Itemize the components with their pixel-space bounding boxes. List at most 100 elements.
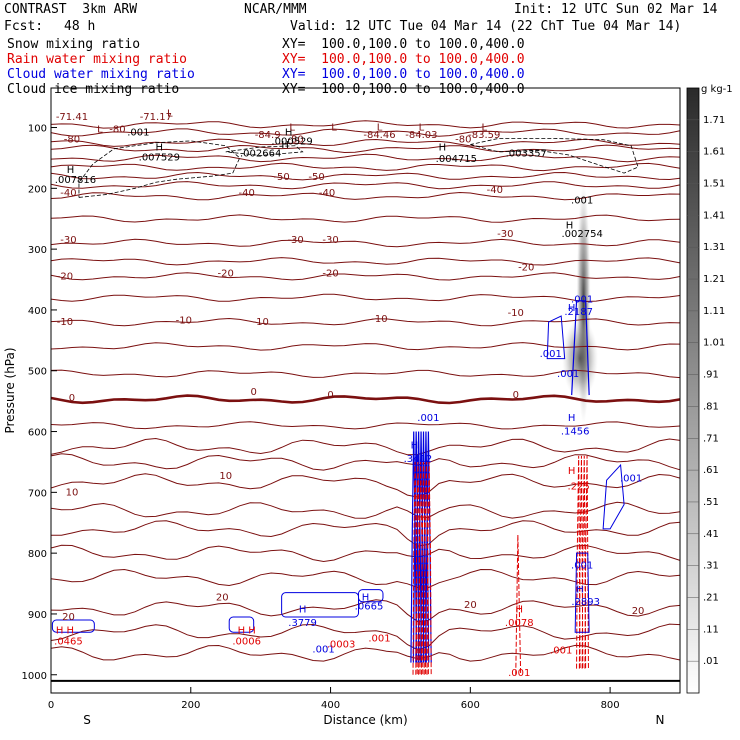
isotherm-150 xyxy=(50,153,681,163)
contour-label: L xyxy=(289,123,295,134)
contour-label: .007529 xyxy=(139,152,180,163)
contour-label: H xyxy=(576,585,584,596)
colorbar-label: .81 xyxy=(703,401,719,412)
contour-label: 10 xyxy=(219,471,232,482)
contour-label: L xyxy=(482,123,488,134)
contour-label: H xyxy=(568,303,576,314)
rain-isolated-contour xyxy=(515,534,522,675)
contour-label: -30 xyxy=(497,229,513,240)
contour-label: .002754 xyxy=(561,229,602,240)
contour-label: .0665 xyxy=(355,602,384,613)
contour-label: 20 xyxy=(464,600,477,611)
contour-label: .000529 xyxy=(271,137,312,148)
isotherm-380 xyxy=(50,293,681,303)
contour-label: -50 xyxy=(273,172,289,183)
contour-label: -71.41 xyxy=(56,112,88,123)
org-title: NCAR/MMM xyxy=(244,2,307,17)
isotherm-95 xyxy=(50,120,681,129)
snow-contour-west xyxy=(78,140,241,198)
contour-label: .001 xyxy=(571,560,593,571)
isotherm-195 xyxy=(50,181,681,190)
contour-label: .003357 xyxy=(506,149,547,160)
contour-label: L xyxy=(167,109,173,120)
contour-label: -40 xyxy=(60,188,76,199)
contour-label: -10 xyxy=(176,315,192,326)
x-tick-label: 600 xyxy=(461,700,480,711)
legend-rain-xy: XY= 100.0,100.0 to 100.0,400.0 xyxy=(282,52,525,67)
contour-label: H xyxy=(439,143,447,154)
contour-label: .001 xyxy=(620,473,642,484)
contour-label: -10 xyxy=(57,317,73,328)
isotherm-730 xyxy=(50,501,681,519)
cloud-water-low-cell-3 xyxy=(358,589,384,603)
contour-label: .0003 xyxy=(327,639,356,650)
x-tick-label: 0 xyxy=(48,700,54,711)
ice-plume-base xyxy=(562,318,599,399)
colorbar-label: 1.61 xyxy=(703,147,725,158)
contour-label: .001 xyxy=(312,644,334,655)
contour-label: L xyxy=(377,123,383,134)
contour-label: H xyxy=(281,140,289,151)
north-label: N xyxy=(656,713,665,727)
isotherm-840 xyxy=(50,568,681,589)
contour-label: 0 xyxy=(69,393,75,404)
contour-label: L xyxy=(419,123,425,134)
isotherm-290 xyxy=(50,238,681,248)
contour-label: 0 xyxy=(513,390,519,401)
snow-contour-mid xyxy=(225,145,304,156)
isotherm-590 xyxy=(50,421,681,430)
contour-label: H xyxy=(568,466,576,477)
contour-label: -10 xyxy=(371,314,387,325)
colorbar-units: g kg-1 xyxy=(701,84,733,95)
contour-label: .001 xyxy=(571,196,593,207)
init-time: Init: 12 UTC Sun 02 Mar 14 xyxy=(514,2,718,17)
valid-time: Valid: 12 UTC Tue 04 Mar 14 (22 ChT Tue … xyxy=(290,19,682,34)
cloud-water-low-cell-1 xyxy=(228,616,255,633)
contour-label: H xyxy=(515,605,523,616)
contour-label: H xyxy=(568,413,576,424)
contour-label: .001 xyxy=(417,413,439,424)
contour-label: H xyxy=(411,441,419,452)
contour-label: -84.9 xyxy=(255,130,281,141)
isotherm-165 xyxy=(50,162,681,172)
contour-label: 20 xyxy=(216,593,229,604)
colorbar-label: .51 xyxy=(703,497,719,508)
y-tick-label: 500 xyxy=(28,367,47,378)
x-tick-label: 800 xyxy=(601,700,620,711)
plot-frame xyxy=(50,87,681,694)
contour-label: .2187 xyxy=(564,307,593,318)
contour-label: .001 xyxy=(368,633,390,644)
colorbar-label: 1.01 xyxy=(703,338,725,349)
contour-label: -10 xyxy=(508,308,524,319)
cloud-water-side-east xyxy=(546,315,566,360)
model-title: CONTRAST 3km ARW xyxy=(4,2,138,17)
y-tick-label: 300 xyxy=(28,245,47,256)
contour-label: .0078 xyxy=(505,618,534,629)
contour-label: -40 xyxy=(319,188,335,199)
contour-labels: -71.41 -71.17 -80 -80 -80 -84.9 -84.46 -84.03 -8… xyxy=(54,109,644,679)
isotherm-547 xyxy=(50,394,681,405)
isotherm-650 xyxy=(50,453,681,471)
legend-snow-label: Snow mixing ratio xyxy=(7,37,141,52)
isotherm-108 xyxy=(50,128,681,137)
rain-east-contour xyxy=(576,455,581,669)
colorbar-label: 1.21 xyxy=(703,274,725,285)
isotherm-135 xyxy=(50,144,681,154)
legend-cloudice-xy: XY= 100.0,100.0 to 100.0,400.0 xyxy=(282,82,525,97)
legend-snow-xy: XY= 100.0,100.0 to 100.0,400.0 xyxy=(282,37,525,52)
y-tick-label: 1000 xyxy=(22,671,47,682)
contour-label: -30 xyxy=(287,235,303,246)
contour-label: 10 xyxy=(66,487,79,498)
mixing-ratio-contours xyxy=(51,138,639,675)
contour-label: H xyxy=(566,220,574,231)
y-tick-label: 100 xyxy=(28,124,47,135)
contour-label: H xyxy=(299,605,307,616)
forecast-label: Fcst: xyxy=(4,19,44,34)
contour-label: -20 xyxy=(57,272,73,283)
cloud-water-tower-contour xyxy=(410,431,418,663)
colorbar-label: 1.41 xyxy=(703,210,725,221)
contour-label: -40 xyxy=(487,185,503,196)
y-tick-label: 600 xyxy=(28,428,47,439)
contour-label: .001 xyxy=(508,668,530,679)
